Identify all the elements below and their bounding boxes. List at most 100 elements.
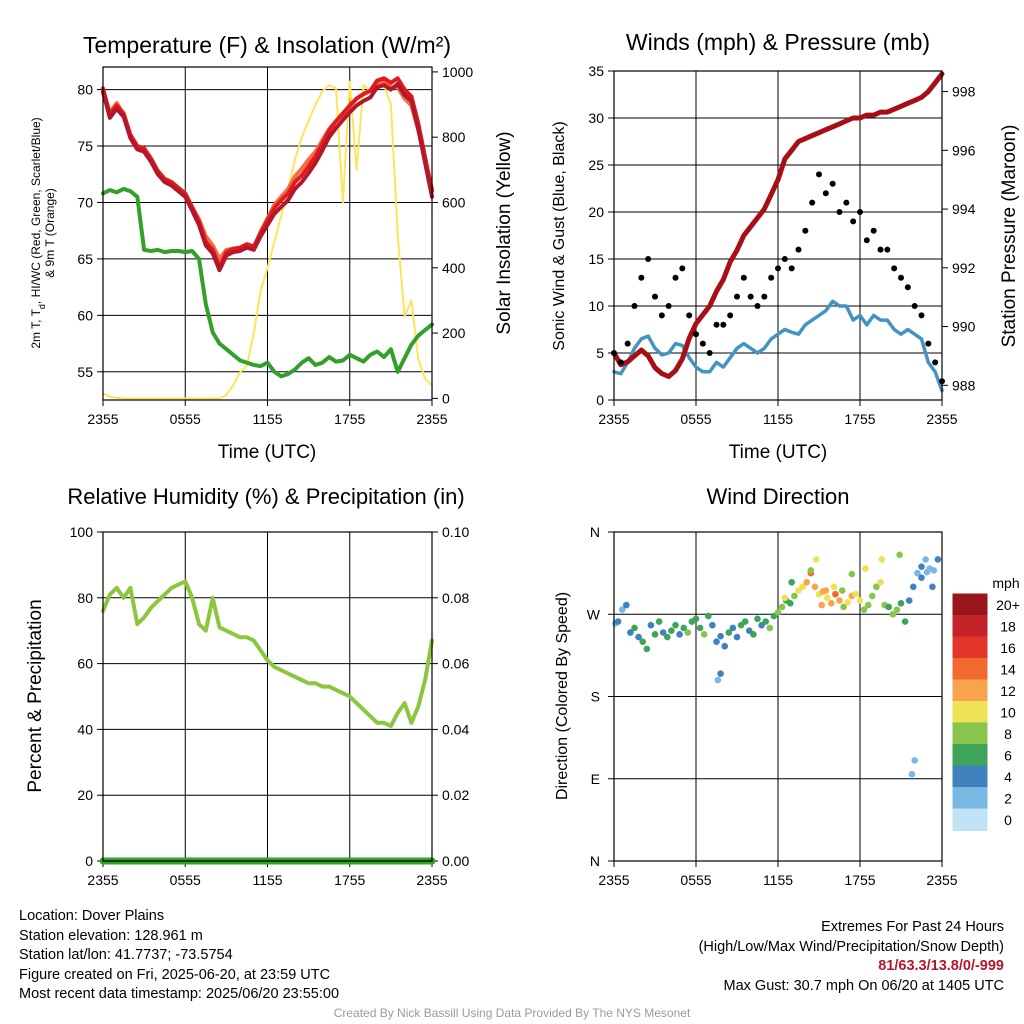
- direction-point: [778, 603, 786, 611]
- temperature-left-ylabel-line2: & 9m T (Orange): [43, 188, 57, 278]
- station-location: Location: Dover Plains: [19, 908, 165, 924]
- winds-ytick-label: 15: [588, 251, 604, 267]
- direction-point: [696, 624, 704, 632]
- gust-point: [870, 227, 877, 234]
- direction-point: [862, 565, 869, 572]
- winds-ytick-label: 0: [596, 392, 604, 408]
- gust-point: [925, 340, 932, 347]
- gust-point: [891, 265, 898, 272]
- colorbar-swatch: [952, 679, 988, 702]
- temperature-panel-title: Temperature (F) & Insolation (W/m²): [83, 32, 451, 58]
- extremes-heading: Extremes For Past 24 Hours: [821, 919, 1004, 935]
- humidity-ytick-label: 80: [77, 590, 93, 606]
- direction-point: [651, 631, 659, 638]
- direction-point: [787, 599, 794, 607]
- pressure-line: [611, 71, 945, 379]
- rh-line: [101, 579, 434, 729]
- winds-xtick-label: 1155: [763, 411, 793, 427]
- direction-point: [664, 633, 671, 641]
- direction-point: [807, 567, 815, 574]
- colorbar-swatch: [952, 808, 988, 831]
- winds-xtick-label: 1755: [844, 411, 875, 427]
- gust-point: [836, 209, 843, 215]
- direction-ytick-label: N: [590, 853, 600, 869]
- temperature-ytick-label: 70: [77, 194, 93, 210]
- winds-xtick-label: 2355: [598, 411, 629, 427]
- gust-point: [775, 265, 781, 272]
- direction-point: [680, 624, 687, 632]
- pressure-ytick-label: 988: [952, 377, 976, 393]
- winds-xtick-label: 2355: [926, 411, 957, 427]
- max-gust: Max Gust: 30.7 mph On 06/20 at 1405 UTC: [723, 977, 1004, 994]
- direction-point: [896, 551, 903, 559]
- humidity-ytick-label: 40: [77, 721, 93, 737]
- humidity-xtick-label: 2355: [416, 872, 447, 888]
- gust-point: [679, 265, 686, 272]
- gust-point: [857, 209, 863, 215]
- direction-point: [838, 587, 846, 594]
- gust-point: [904, 284, 911, 291]
- temperature-xtick-label: 0555: [170, 411, 201, 427]
- direction-point: [709, 621, 716, 629]
- gust-point: [761, 293, 768, 300]
- direction-frame: [613, 531, 943, 862]
- winds-frame: [613, 70, 943, 401]
- direction-point: [830, 583, 838, 591]
- gust-point: [638, 274, 645, 281]
- colorbar-swatch: [952, 765, 988, 788]
- colorbar-label: 2: [1004, 791, 1012, 807]
- direction-point: [877, 578, 884, 586]
- direction-point: [822, 587, 830, 594]
- humidity-panel: Relative Humidity (%) & Precipitation (i…: [25, 484, 469, 888]
- gust-point: [686, 312, 693, 319]
- direction-point: [717, 670, 724, 677]
- gust-point: [850, 218, 857, 225]
- humidity-ytick-label: 60: [77, 656, 93, 672]
- gust-point: [747, 293, 754, 300]
- pressure-ytick-label: 990: [952, 319, 976, 335]
- humidity-xtick-label: 2355: [87, 872, 118, 888]
- humidity-panel-title: Relative Humidity (%) & Precipitation (i…: [67, 484, 464, 509]
- insolation-ytick-label: 800: [442, 129, 466, 145]
- colorbar-title: mph: [992, 575, 1019, 591]
- gust-point: [617, 359, 624, 366]
- direction-ytick-label: W: [587, 606, 601, 622]
- direction-point: [614, 618, 622, 625]
- temperature-left-ylabel-part2: , HI/WC (Red, Green, Scarlet/Blue): [29, 117, 43, 304]
- temperature-ytick-label: 65: [77, 251, 93, 267]
- temperature-ytick-label: 75: [77, 138, 93, 154]
- humidity-ytick-label: 100: [70, 524, 94, 540]
- pressure-ytick-label: 998: [952, 84, 976, 100]
- direction-ytick-label: S: [591, 689, 600, 705]
- direction-point: [811, 583, 819, 591]
- gust-point: [802, 227, 809, 234]
- gust-point: [734, 293, 740, 300]
- winds-ytick-label: 5: [596, 345, 604, 361]
- wind-speed-line: [612, 299, 944, 393]
- direction-point: [627, 629, 634, 636]
- temperature-xtick-label: 2355: [87, 411, 118, 427]
- extremes-subheading: (High/Low/Max Wind/Precipitation/Snow De…: [698, 938, 1004, 955]
- precip-ytick-label: 0.00: [442, 853, 469, 869]
- insolation-right-ylabel: Solar Insolation (Yellow): [494, 131, 515, 334]
- gust-point: [693, 331, 699, 338]
- gust-point: [699, 340, 706, 347]
- precip-ytick-label: 0.08: [442, 590, 469, 606]
- direction-point: [788, 578, 795, 586]
- direction-point: [741, 618, 749, 625]
- insolation-ytick-label: 0: [442, 390, 450, 406]
- colorbar-swatch: [952, 636, 988, 659]
- direction-point: [836, 597, 843, 604]
- dewpoint-line: [101, 186, 434, 379]
- direction-point: [692, 615, 700, 623]
- direction-point: [923, 568, 931, 576]
- colorbar-swatch: [952, 787, 988, 810]
- direction-point: [893, 606, 901, 613]
- gust-point: [740, 274, 747, 281]
- temperature-xtick-label: 1155: [252, 411, 282, 427]
- colorbar-swatch: [952, 593, 988, 616]
- colorbar-swatch: [952, 722, 988, 745]
- colorbar-label: 16: [1000, 640, 1016, 656]
- direction-point: [676, 631, 683, 638]
